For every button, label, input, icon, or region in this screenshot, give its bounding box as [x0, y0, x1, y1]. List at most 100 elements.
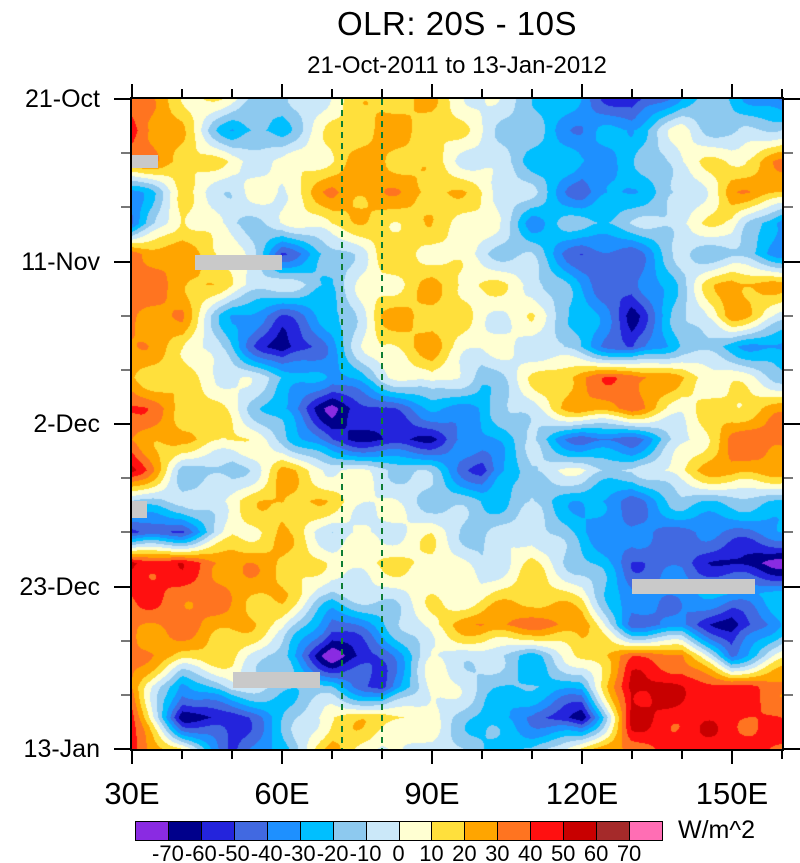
x-minor-tick [381, 751, 383, 759]
x-axis-tick-label: 90E [404, 776, 460, 811]
colorbar-cell [563, 821, 598, 841]
x-axis-tick-label: 120E [545, 776, 619, 811]
x-minor-tick [531, 89, 533, 97]
colorbar-cell [398, 821, 433, 841]
x-minor-tick [531, 751, 533, 759]
y-major-tick [784, 423, 800, 425]
colorbar-tick-label: -60 [184, 841, 217, 863]
x-minor-tick [681, 89, 683, 97]
y-minor-tick [121, 152, 130, 155]
x-minor-tick [331, 751, 333, 759]
units-label: W/m^2 [678, 816, 756, 844]
colorbar-tick-label: 0 [392, 841, 405, 863]
colorbar-cell [431, 821, 466, 841]
x-major-tick [581, 84, 583, 97]
x-major-tick [281, 751, 283, 764]
colorbar-cell [365, 821, 400, 841]
y-major-tick [784, 260, 800, 263]
y-axis-tick-label: 2-Dec [33, 410, 100, 438]
x-major-tick [731, 751, 733, 764]
missing-data-patch [195, 255, 282, 270]
y-major-tick [784, 98, 800, 100]
y-minor-tick [784, 152, 793, 155]
y-minor-tick [121, 206, 130, 209]
y-minor-tick [784, 531, 793, 534]
y-major-tick [114, 260, 130, 263]
colorbar-cell [266, 821, 301, 841]
y-major-tick [784, 748, 800, 750]
reference-longitude-line [341, 99, 343, 749]
colorbar-cell [233, 821, 268, 841]
colorbar-cell [629, 821, 663, 841]
colorbar-tick-label: 60 [583, 841, 609, 863]
y-minor-tick [784, 477, 793, 480]
y-axis-tick-label: 23-Dec [19, 572, 100, 601]
x-minor-tick [481, 89, 483, 97]
x-minor-tick [331, 89, 333, 97]
colorbar-tick-label: 40 [518, 841, 543, 863]
x-minor-tick [631, 751, 633, 759]
y-major-tick [114, 423, 130, 425]
y-minor-tick [121, 639, 130, 642]
colorbar-tick-label: -20 [316, 841, 349, 863]
x-major-tick [131, 751, 133, 764]
missing-data-patch [632, 578, 755, 595]
x-minor-tick [781, 89, 783, 97]
x-axis-tick-label: 30E [104, 776, 160, 811]
x-minor-tick [781, 751, 783, 759]
y-minor-tick [784, 314, 793, 317]
chart-title: OLR: 20S - 10S [337, 5, 577, 42]
y-minor-tick [784, 639, 793, 642]
x-minor-tick [231, 89, 233, 97]
missing-data-patch [132, 154, 158, 168]
colorbar-tick-label: -40 [250, 841, 283, 863]
x-minor-tick [681, 751, 683, 759]
missing-data-patch [233, 672, 320, 688]
y-axis-tick-label: 21-Oct [24, 85, 100, 113]
x-axis-tick-label: 60E [254, 776, 310, 811]
reference-longitude-line [381, 99, 383, 749]
missing-data-patch [132, 500, 147, 518]
colorbar-cell [497, 821, 532, 841]
x-minor-tick [181, 89, 183, 97]
x-axis-tick-label: 150E [695, 776, 769, 811]
x-major-tick [431, 751, 433, 764]
y-minor-tick [121, 477, 130, 480]
y-minor-tick [121, 314, 130, 317]
colorbar-tick-label: 10 [419, 841, 444, 863]
colorbar-cell [332, 821, 367, 841]
y-minor-tick [121, 693, 130, 696]
colorbar [135, 821, 663, 841]
chart-subtitle: 21-Oct-2011 to 13-Jan-2012 [307, 52, 607, 79]
x-minor-tick [631, 89, 633, 97]
y-minor-tick [784, 368, 793, 371]
colorbar-cell [135, 821, 169, 841]
x-minor-tick [181, 751, 183, 759]
y-minor-tick [784, 693, 793, 696]
x-major-tick [581, 751, 583, 764]
x-major-tick [131, 84, 133, 97]
y-major-tick [114, 98, 130, 100]
y-minor-tick [121, 531, 130, 534]
colorbar-cell [530, 821, 565, 841]
y-axis-tick-label: 11-Nov [21, 247, 100, 276]
hovmoller-heatmap-canvas [132, 99, 782, 749]
x-major-tick [431, 84, 433, 97]
colorbar-tick-label: 50 [550, 841, 576, 863]
colorbar-tick-label: -30 [283, 841, 316, 863]
y-minor-tick [121, 368, 130, 371]
x-minor-tick [231, 751, 233, 759]
x-major-tick [731, 84, 733, 97]
colorbar-tick-label: -70 [152, 841, 184, 863]
x-minor-tick [481, 751, 483, 759]
colorbar-tick-label: -10 [349, 841, 382, 863]
x-major-tick [281, 84, 283, 97]
colorbar-cell [464, 821, 499, 841]
x-minor-tick [381, 89, 383, 97]
plot-frame [130, 97, 784, 751]
colorbar-cell [167, 821, 202, 841]
y-axis-tick-label: 13-Jan [23, 735, 100, 763]
y-major-tick [114, 585, 130, 588]
colorbar-cell [299, 821, 334, 841]
